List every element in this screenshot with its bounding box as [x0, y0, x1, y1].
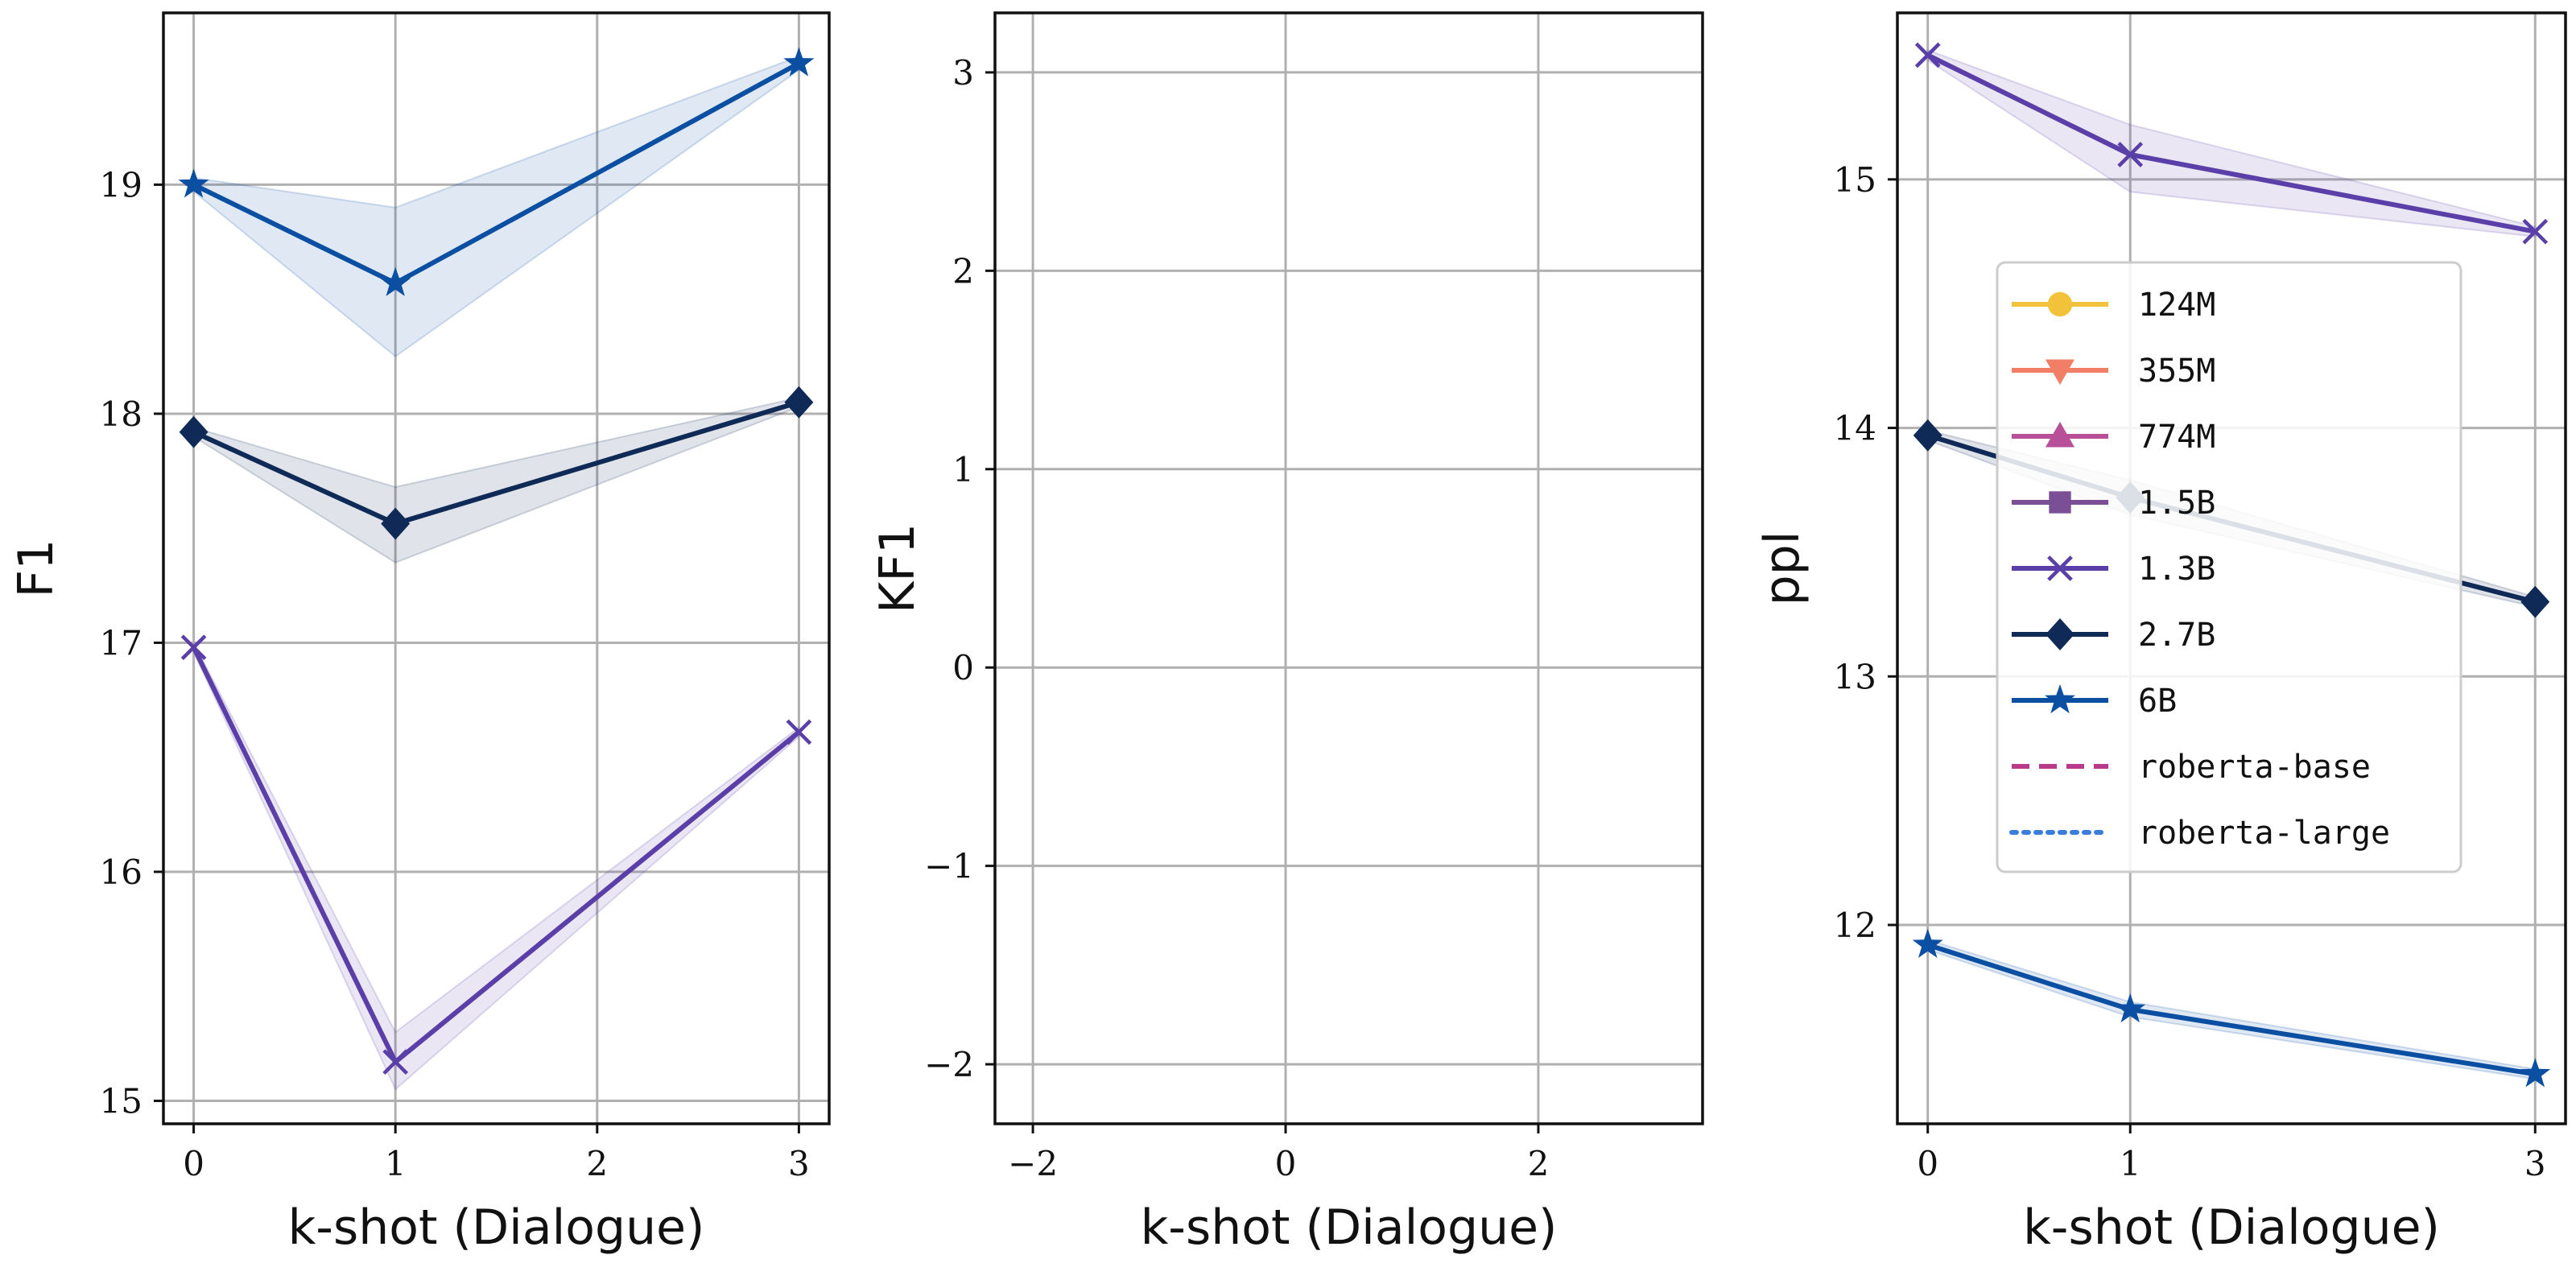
series-6B: [178, 47, 815, 358]
data-point: [1912, 928, 1943, 958]
data-point: [784, 386, 814, 419]
legend-marker: [2045, 421, 2075, 448]
series-1.3B: [1914, 42, 2549, 245]
x-tick-label: 3: [788, 1144, 810, 1183]
legend-item-124M: 124M: [2012, 287, 2215, 324]
x-tick-label: 0: [1917, 1144, 1938, 1183]
y-tick-label: 15: [1834, 160, 1876, 200]
y-axis-label: KF1: [869, 523, 926, 613]
data-point: [180, 634, 207, 661]
x-tick-label: 2: [1528, 1144, 1550, 1183]
confidence-band: [192, 396, 800, 564]
legend-item-774M: 774M: [2012, 419, 2215, 456]
plot-frame: [993, 11, 1704, 1125]
legend-marker: [2046, 618, 2074, 650]
x-tick-label: 0: [1275, 1144, 1297, 1183]
legend-label: 124M: [2138, 287, 2215, 324]
y-tick-label: 14: [1834, 409, 1876, 448]
legend-item-2.7B: 2.7B: [2012, 617, 2215, 654]
y-axis-label: F1: [8, 539, 64, 598]
data-point: [783, 47, 815, 76]
data-point: [381, 507, 411, 540]
legend-label: 774M: [2138, 419, 2215, 456]
legend-marker: [2045, 359, 2075, 386]
data-point: [2520, 1058, 2551, 1088]
legend: 124M 355M 774M 1.5B 1.3B 2.7B 6B roberta-base ro…: [1996, 261, 2462, 873]
data-point: [1914, 42, 1941, 68]
y-tick-label: 12: [1834, 906, 1876, 945]
confidence-band: [1926, 48, 2537, 238]
y-tick-label: 16: [100, 852, 142, 892]
legend-label: roberta-large: [2138, 815, 2390, 852]
x-axis-label: k-shot (Dialogue): [2023, 1199, 2440, 1256]
confidence-band: [192, 642, 800, 1091]
y-tick-label: 15: [100, 1082, 142, 1121]
legend-item-roberta-large: roberta-large: [2009, 815, 2390, 852]
kf1-panel: −2 0 2 −2 −1 0 1 2 3 k-shot (Dialogue) KF1: [869, 11, 1704, 1256]
y-tick-label: −1: [924, 847, 974, 886]
x-tick-label: 1: [385, 1144, 407, 1183]
y-tick-label: 13: [1834, 657, 1876, 696]
plot-frame: [162, 11, 831, 1125]
data-point: [382, 1049, 409, 1075]
confidence-band: [192, 55, 800, 358]
y-tick-label: 2: [952, 251, 974, 291]
data-point: [2522, 218, 2549, 245]
y-axis-label: ppl: [1754, 531, 1810, 606]
y-tick-label: 18: [100, 394, 142, 434]
legend-label: 355M: [2138, 353, 2215, 390]
y-tick-label: −2: [924, 1045, 974, 1084]
data-point: [179, 415, 208, 448]
y-tick-label: 17: [100, 623, 142, 663]
legend-label: roberta-base: [2138, 749, 2371, 786]
data-point: [786, 719, 812, 745]
legend-label: 1.5B: [2138, 485, 2215, 522]
y-tick-label: 19: [100, 165, 142, 204]
legend-box: [1996, 261, 2462, 873]
y-tick-label: 1: [952, 450, 974, 489]
data-point: [2117, 142, 2144, 167]
legend-label: 2.7B: [2138, 617, 2215, 654]
legend-item-roberta-base: roberta-base: [2012, 749, 2371, 786]
x-tick-label: 3: [2524, 1144, 2546, 1183]
legend-item-1.5B: 1.5B: [2012, 485, 2215, 522]
x-tick-label: −2: [1008, 1144, 1058, 1183]
x-axis-label: k-shot (Dialogue): [1141, 1199, 1558, 1256]
data-point: [380, 266, 411, 296]
legend-item-6B: 6B: [2012, 683, 2177, 720]
x-axis-label: k-shot (Dialogue): [288, 1199, 705, 1256]
x-tick-label: 2: [586, 1144, 608, 1183]
y-tick-label: 0: [952, 648, 974, 687]
series-2.7B: [179, 386, 814, 564]
x-tick-label: 1: [2120, 1144, 2141, 1183]
legend-label: 1.3B: [2138, 551, 2215, 588]
legend-label: 6B: [2138, 683, 2177, 720]
series-6B: [1912, 928, 2551, 1088]
data-point: [178, 168, 209, 198]
data-point: [2520, 585, 2550, 618]
legend-item-1.3B: 1.3B: [2012, 551, 2215, 588]
f1-panel: 0 1 2 3 15 16 17 18 19 k-shot (Dialogue) F1: [8, 11, 831, 1256]
legend-marker: [2047, 555, 2073, 581]
data-point: [2115, 993, 2146, 1023]
y-tick-label: 3: [952, 53, 974, 93]
plot-frame: [1896, 11, 2567, 1125]
legend-marker: [2045, 684, 2075, 714]
legend-marker: [2049, 491, 2071, 514]
series-1.3B: [180, 634, 812, 1091]
legend-item-355M: 355M: [2012, 353, 2215, 390]
x-tick-label: 0: [183, 1144, 204, 1183]
data-point: [1913, 419, 1942, 452]
legend-marker: [2047, 291, 2073, 317]
